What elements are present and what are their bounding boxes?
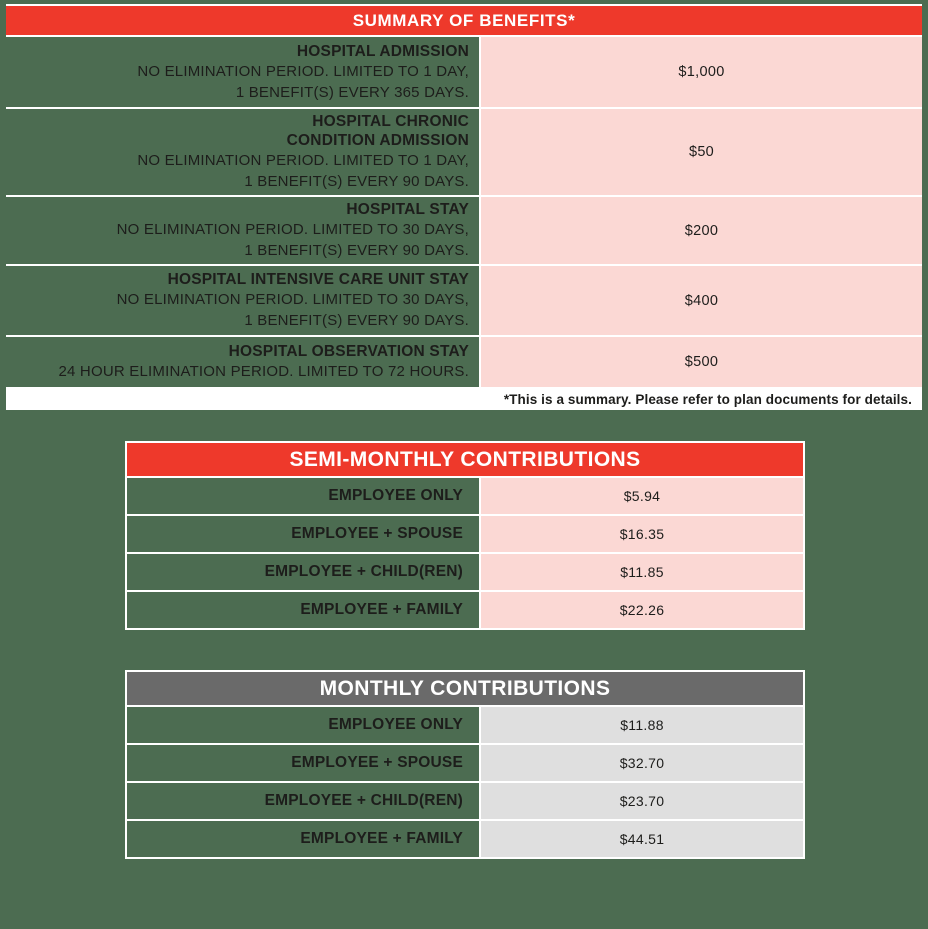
tier-amount-cell: $44.51	[481, 821, 803, 857]
table-row: EMPLOYEE + SPOUSE $16.35	[127, 516, 803, 552]
benefit-amount-cell: $1,000	[481, 37, 922, 107]
tier-amount-cell: $5.94	[481, 478, 803, 514]
benefit-desc-line: 1 BENEFIT(S) EVERY 365 DAYS.	[235, 83, 469, 101]
benefit-name-cell: HOSPITAL CHRONIC CONDITION ADMISSION NO …	[6, 109, 479, 195]
summary-footnote-text: *This is a summary. Please refer to plan…	[503, 392, 912, 407]
tier-label-cell: EMPLOYEE + SPOUSE	[127, 516, 479, 552]
benefit-amount: $1,000	[678, 64, 725, 80]
benefit-amount-cell: $50	[481, 109, 922, 195]
benefit-desc-line: NO ELIMINATION PERIOD. LIMITED TO 1 DAY,	[137, 152, 469, 169]
benefit-desc-line: NO ELIMINATION PERIOD. LIMITED TO 30 DAY…	[116, 291, 469, 308]
semi-monthly-contributions-table: SEMI-MONTHLY CONTRIBUTIONS EMPLOYEE ONLY…	[125, 441, 805, 630]
tier-label-cell: EMPLOYEE + CHILD(REN)	[127, 783, 479, 819]
benefit-desc-line: NO ELIMINATION PERIOD. LIMITED TO 1 DAY,	[137, 62, 469, 80]
semi-monthly-header: SEMI-MONTHLY CONTRIBUTIONS	[127, 443, 803, 476]
summary-table-title: SUMMARY OF BENEFITS*	[352, 10, 576, 30]
table-row: HOSPITAL ADMISSION NO ELIMINATION PERIOD…	[6, 37, 922, 107]
benefit-desc-line: 24 HOUR ELIMINATION PERIOD. LIMITED TO 7…	[58, 363, 469, 380]
table-row: HOSPITAL INTENSIVE CARE UNIT STAY NO ELI…	[6, 266, 922, 335]
table-row: HOSPITAL STAY NO ELIMINATION PERIOD. LIM…	[6, 197, 922, 264]
tier-amount-cell: $11.88	[481, 707, 803, 743]
benefit-amount-cell: $400	[481, 266, 922, 335]
benefit-title: HOSPITAL CHRONIC	[312, 113, 469, 130]
table-row: EMPLOYEE + CHILD(REN) $11.85	[127, 554, 803, 590]
summary-table-header: SUMMARY OF BENEFITS*	[6, 6, 922, 35]
benefit-desc-line: 1 BENEFIT(S) EVERY 90 DAYS.	[244, 173, 469, 190]
benefit-amount-cell: $500	[481, 337, 922, 387]
benefit-title: HOSPITAL ADMISSION	[296, 42, 469, 60]
benefit-title: HOSPITAL INTENSIVE CARE UNIT STAY	[167, 271, 469, 288]
benefit-amount: $400	[684, 292, 719, 309]
benefit-name-cell: HOSPITAL OBSERVATION STAY 24 HOUR ELIMIN…	[6, 337, 479, 387]
tier-label-cell: EMPLOYEE + CHILD(REN)	[127, 554, 479, 590]
table-row: EMPLOYEE + FAMILY $22.26	[127, 592, 803, 628]
monthly-contributions-table: MONTHLY CONTRIBUTIONS EMPLOYEE ONLY $11.…	[125, 670, 805, 859]
benefit-title: HOSPITAL STAY	[346, 201, 469, 218]
benefit-amount-cell: $200	[481, 197, 922, 264]
tier-label-cell: EMPLOYEE + FAMILY	[127, 592, 479, 628]
tier-amount-cell: $23.70	[481, 783, 803, 819]
benefit-name-cell: HOSPITAL INTENSIVE CARE UNIT STAY NO ELI…	[6, 266, 479, 335]
tier-label-cell: EMPLOYEE + FAMILY	[127, 821, 479, 857]
monthly-header: MONTHLY CONTRIBUTIONS	[127, 672, 803, 705]
monthly-title: MONTHLY CONTRIBUTIONS	[319, 676, 611, 700]
tier-amount-cell: $11.85	[481, 554, 803, 590]
summary-of-benefits-table: SUMMARY OF BENEFITS* HOSPITAL ADMISSION …	[6, 4, 922, 410]
benefit-title: CONDITION ADMISSION	[286, 132, 469, 149]
benefit-name-cell: HOSPITAL ADMISSION NO ELIMINATION PERIOD…	[6, 37, 479, 107]
benefit-amount: $200	[684, 222, 719, 239]
benefit-desc-line: NO ELIMINATION PERIOD. LIMITED TO 30 DAY…	[116, 221, 469, 238]
benefit-title: HOSPITAL OBSERVATION STAY	[228, 343, 469, 360]
table-row: EMPLOYEE ONLY $11.88	[127, 707, 803, 743]
tier-label-cell: EMPLOYEE + SPOUSE	[127, 745, 479, 781]
summary-footnote-bar: *This is a summary. Please refer to plan…	[6, 389, 922, 410]
benefit-amount: $500	[684, 354, 719, 370]
tier-amount-cell: $32.70	[481, 745, 803, 781]
table-row: HOSPITAL OBSERVATION STAY 24 HOUR ELIMIN…	[6, 337, 922, 387]
benefit-name-cell: HOSPITAL STAY NO ELIMINATION PERIOD. LIM…	[6, 197, 479, 264]
benefit-amount: $50	[688, 144, 715, 160]
benefit-desc-line: 1 BENEFIT(S) EVERY 90 DAYS.	[244, 242, 469, 259]
benefit-desc-line: 1 BENEFIT(S) EVERY 90 DAYS.	[244, 312, 469, 329]
tier-label-cell: EMPLOYEE ONLY	[127, 478, 479, 514]
tier-label-cell: EMPLOYEE ONLY	[127, 707, 479, 743]
table-row: EMPLOYEE + FAMILY $44.51	[127, 821, 803, 857]
table-row: EMPLOYEE ONLY $5.94	[127, 478, 803, 514]
table-row: EMPLOYEE + SPOUSE $32.70	[127, 745, 803, 781]
tier-amount-cell: $16.35	[481, 516, 803, 552]
table-row: EMPLOYEE + CHILD(REN) $23.70	[127, 783, 803, 819]
tier-amount-cell: $22.26	[481, 592, 803, 628]
semi-monthly-title: SEMI-MONTHLY CONTRIBUTIONS	[289, 447, 641, 471]
table-row: HOSPITAL CHRONIC CONDITION ADMISSION NO …	[6, 109, 922, 195]
